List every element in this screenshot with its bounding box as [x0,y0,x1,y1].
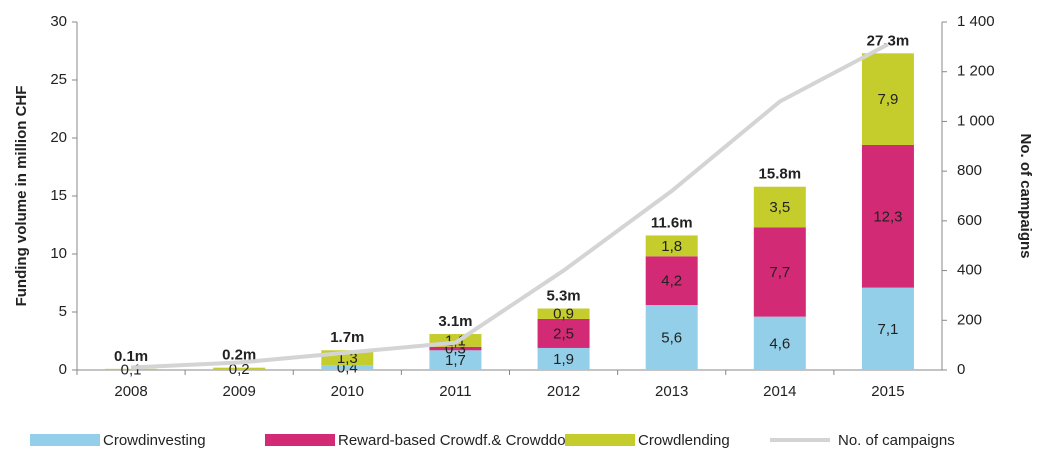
y-tick-label: 5 [59,303,67,320]
y-tick-label: 15 [50,187,67,204]
bar-segment [429,346,482,351]
bar-segment [537,308,590,319]
total-label: 5.3m [546,287,580,304]
total-label: 0.2m [222,347,256,364]
x-tick-label: 2008 [114,383,147,400]
value-label: 5,6 [661,329,682,346]
bar-segment [429,350,482,370]
y2-tick-label: 1 400 [957,13,995,30]
x-tick-label: 2010 [331,383,364,400]
bar-segment [213,367,266,370]
y2-tick-label: 1 200 [957,63,995,80]
x-tick-label: 2012 [547,383,580,400]
value-label: 4,6 [769,335,790,352]
value-label: 2,5 [553,325,574,342]
y2-tick-label: 1 000 [957,112,995,129]
legend-swatch [30,434,100,446]
bar-segment [105,368,158,370]
line-series [130,42,889,370]
y-tick-label: 20 [50,129,67,146]
y-tick-label: 0 [59,361,67,378]
bar-segment [645,235,698,257]
total-label: 15.8m [759,166,802,183]
y-tick-label: 30 [50,13,67,30]
legend-label: Crowdlending [638,432,730,449]
legend-label: Crowdinvesting [103,432,206,449]
bar-segment [753,186,806,228]
value-label: 4,2 [661,273,682,290]
total-label: 0.1m [114,348,148,365]
y-axis-label: Funding volume in million CHF [13,86,30,307]
bar-segment [861,287,914,370]
x-tick-label: 2013 [655,383,688,400]
value-label: 1,9 [553,351,574,368]
y2-tick-label: 0 [957,361,965,378]
y2-tick-label: 200 [957,311,982,328]
legend-label: Reward-based Crowdf.& Crowddon. [338,432,578,449]
value-label: 3,5 [769,199,790,216]
y2-axis-label: No. of campaigns [1017,133,1034,258]
x-tick-label: 2011 [439,383,471,400]
y2-tick-label: 800 [957,162,982,179]
legend-swatch [265,434,335,446]
value-label: 12,3 [873,208,902,225]
total-label: 1.7m [330,329,364,346]
value-label: 1,7 [445,352,466,369]
bar-segment [537,318,590,348]
bar-segment [753,316,806,370]
value-label: 7,1 [878,321,899,338]
total-label: 11.6m [651,214,693,231]
bar-segment [861,144,914,288]
y2-tick-label: 400 [957,262,982,279]
value-label: 1,8 [661,238,682,255]
x-tick-label: 2014 [763,383,796,400]
x-tick-label: 2015 [871,383,904,400]
total-label: 27.3m [867,32,910,49]
y-tick-label: 25 [50,71,67,88]
y2-tick-label: 600 [957,212,982,229]
bar-segment [645,305,698,370]
bar-segment [645,256,698,306]
total-label: 3.1m [438,313,472,330]
value-label: 7,7 [769,264,790,281]
legend-swatch [565,434,635,446]
bar-segment [861,53,914,145]
y-tick-label: 10 [50,245,67,262]
bar-segment [321,365,374,370]
bar-segment [753,227,806,317]
legend-label: No. of campaigns [838,432,955,449]
value-label: 7,9 [878,91,899,108]
bar-segment [537,347,590,370]
x-tick-label: 2009 [223,383,256,400]
value-label: 0,2 [229,361,250,378]
value-label: 0,9 [553,306,574,323]
